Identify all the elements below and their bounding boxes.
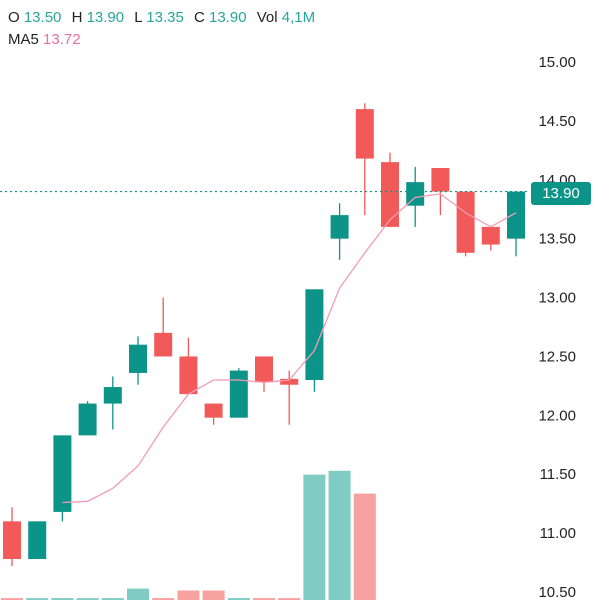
- ma-label: MA5: [8, 31, 39, 48]
- candle: [355, 103, 374, 216]
- y-tick-label: 10.50: [538, 584, 576, 600]
- volume-bars: [1, 470, 376, 600]
- current-price-badge: 13.90: [531, 182, 591, 205]
- candle-body: [431, 168, 450, 192]
- candle: [53, 435, 72, 522]
- ohlc-legend: O 13.50 H 13.90 L 13.35 C 13.90 Vol 4,1M: [8, 9, 321, 26]
- candle-body: [507, 191, 525, 239]
- candle-body: [129, 344, 147, 373]
- volume-bar: [152, 598, 175, 600]
- candle-body: [381, 162, 399, 227]
- candle: [456, 191, 475, 257]
- candle-body: [305, 289, 324, 380]
- volume-bar: [328, 470, 351, 600]
- candle-body: [255, 356, 273, 383]
- candle: [154, 297, 173, 357]
- price-axis: 15.0014.5014.0013.5013.0012.5012.0011.50…: [538, 54, 576, 600]
- volume-bar: [253, 598, 275, 600]
- open-label: O: [8, 9, 20, 26]
- candle: [204, 403, 223, 425]
- volume-bar: [76, 598, 99, 600]
- volume-bar: [303, 474, 326, 600]
- volume-bar: [202, 590, 225, 600]
- candle: [78, 401, 97, 436]
- ma-value: 13.72: [43, 31, 81, 48]
- candle: [229, 368, 248, 418]
- candle-body: [229, 370, 248, 418]
- y-tick-label: 14.50: [538, 113, 576, 130]
- open-value: 13.50: [23, 9, 62, 26]
- candle-body: [280, 378, 299, 385]
- candle: [129, 336, 147, 385]
- low-value: 13.35: [146, 9, 184, 26]
- y-tick-label: 11.00: [540, 525, 576, 542]
- y-tick-label: 12.00: [538, 407, 576, 424]
- volume-bar: [1, 598, 23, 600]
- y-tick-label: 12.50: [538, 348, 576, 365]
- volume-bar: [227, 598, 250, 600]
- volume-bar: [278, 598, 301, 600]
- y-tick-label: 11.50: [540, 466, 576, 483]
- candle: [481, 226, 500, 251]
- volume-bar: [51, 598, 74, 600]
- ma-legend: MA5 13.72: [8, 31, 81, 48]
- volume-bar: [101, 598, 124, 600]
- close-label: C: [193, 9, 205, 26]
- high-value: 13.90: [86, 9, 125, 26]
- candle-body: [355, 109, 374, 159]
- candle: [305, 289, 324, 392]
- candle-body: [330, 215, 349, 239]
- candle: [330, 203, 349, 260]
- candle-body: [481, 226, 500, 245]
- candle: [179, 337, 198, 395]
- candle-body: [406, 182, 425, 206]
- candle: [507, 191, 525, 257]
- candle-body: [103, 387, 122, 404]
- candle: [28, 521, 47, 560]
- low-label: L: [134, 9, 143, 26]
- candle: [280, 370, 299, 425]
- candle-body: [3, 521, 21, 560]
- volume-bar: [353, 493, 376, 600]
- volume-bar: [177, 590, 200, 600]
- candle: [255, 356, 273, 392]
- y-tick-label: 13.50: [538, 231, 576, 248]
- candles: [3, 103, 525, 567]
- ma5-line: [62, 193, 517, 504]
- candle: [3, 507, 21, 567]
- y-tick-label: 15.00: [538, 54, 576, 71]
- high-label: H: [71, 9, 83, 26]
- candle-body: [78, 403, 97, 436]
- candle: [103, 376, 122, 430]
- volume-label: Vol: [256, 9, 278, 26]
- candle-body: [53, 435, 72, 512]
- candle: [381, 152, 399, 227]
- volume-bar: [26, 598, 49, 600]
- volume-value: 4,1M: [281, 9, 316, 26]
- volume-bar: [127, 588, 149, 600]
- candle-body: [204, 403, 223, 418]
- candle-body: [154, 332, 173, 357]
- candle-body: [179, 356, 198, 395]
- y-tick-label: 13.00: [538, 290, 576, 307]
- candle-body: [456, 191, 475, 253]
- close-value: 13.90: [209, 9, 247, 26]
- candle-body: [28, 521, 47, 560]
